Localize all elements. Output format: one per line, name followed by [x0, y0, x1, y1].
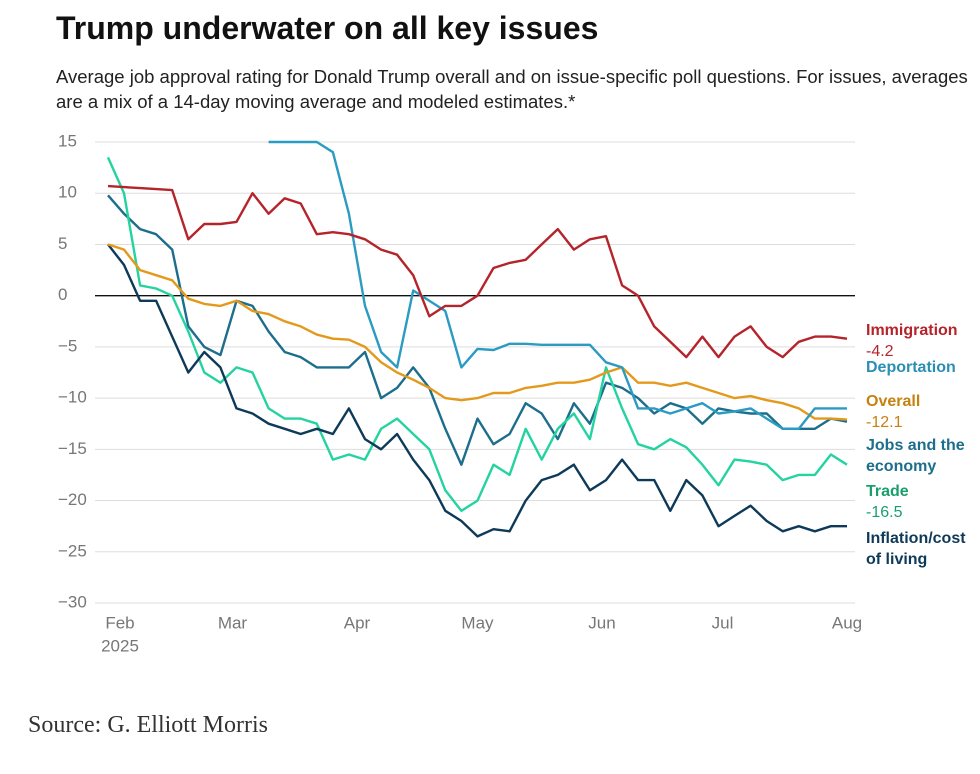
end-value-label: -4.2 — [866, 343, 894, 360]
y-tick-label: −30 — [58, 592, 87, 611]
chart-title: Trump underwater on all key issues — [56, 10, 599, 46]
x-tick-label: Aug — [832, 613, 862, 632]
chart: 15 10 5 0 −5 −10 −15 −20 −25 −30 Feb Mar Apr May Jun Ju… — [58, 131, 862, 655]
source: Source: G. Elliott Morris — [28, 712, 268, 738]
series-line — [268, 140, 847, 430]
legend-label: Immigration — [866, 322, 958, 339]
series-line — [107, 243, 848, 421]
series-line — [107, 243, 847, 538]
legend-label: Jobs and the economy — [866, 437, 965, 475]
y-tick-label: 15 — [58, 131, 77, 150]
chart-subtitle: Average job approval rating for Donald T… — [56, 66, 968, 112]
y-tick-label: −25 — [58, 541, 87, 560]
y-tick-label: −10 — [58, 388, 87, 407]
x-tick-label: Jul — [712, 613, 734, 632]
x-tick-label: Jun — [588, 613, 615, 632]
series-line — [106, 156, 848, 512]
x-tick-label: Mar — [218, 613, 248, 632]
series-line — [107, 194, 848, 466]
y-tick-label: −15 — [58, 439, 87, 458]
x-tick-label: Apr — [344, 613, 371, 632]
end-value-label: -16.5 — [866, 504, 903, 521]
y-tick-label: 10 — [58, 183, 77, 202]
series-line — [107, 184, 848, 359]
x-year-label: 2025 — [101, 636, 139, 655]
legend-label: Inflation/cost of living — [866, 530, 966, 568]
y-tick-label: −20 — [58, 490, 87, 509]
end-value-label: -12.1 — [866, 414, 903, 431]
x-tick-label: Feb — [105, 613, 134, 632]
legend-label: Trade — [866, 483, 909, 500]
legend-label: Deportation — [866, 359, 956, 376]
y-tick-label: 0 — [58, 285, 67, 304]
y-tick-label: 5 — [58, 234, 67, 253]
x-tick-label: May — [461, 613, 494, 632]
y-tick-label: −5 — [58, 336, 77, 355]
legend-label: Overall — [866, 393, 921, 410]
